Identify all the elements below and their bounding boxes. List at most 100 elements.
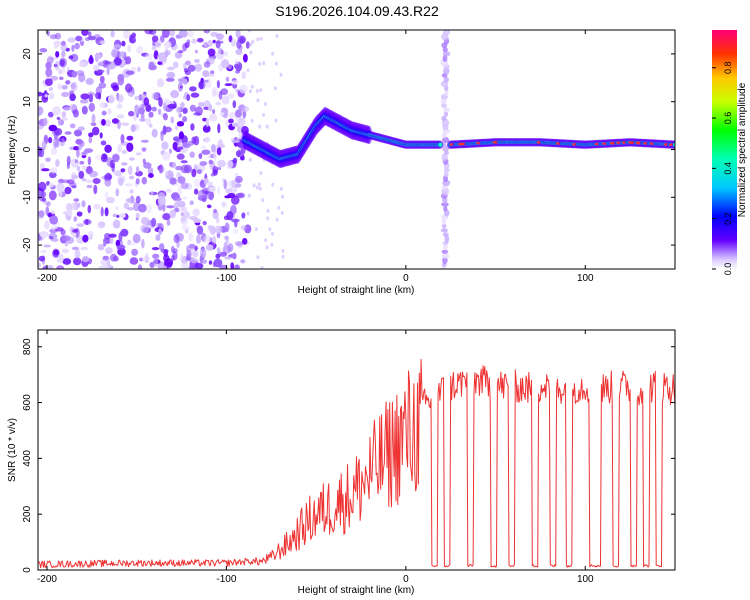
stripe-blob <box>444 89 449 96</box>
noise-blob <box>177 82 183 92</box>
noise-blob <box>266 216 270 221</box>
noise-blob <box>229 185 238 194</box>
y-tick-label: 400 <box>22 450 33 467</box>
noise-blob <box>178 78 182 83</box>
y-tick-label: 10 <box>22 96 33 108</box>
noise-blob <box>224 256 232 260</box>
x-tick-label: 0 <box>403 273 409 284</box>
noise-blob <box>64 242 69 247</box>
noise-blob <box>69 182 77 187</box>
noise-blob <box>217 47 223 55</box>
noise-blob <box>131 248 139 256</box>
noise-blob <box>231 218 240 223</box>
noise-blob <box>97 221 106 229</box>
noise-blob <box>85 218 89 226</box>
noise-blob <box>224 83 233 87</box>
noise-blob <box>112 213 118 218</box>
noise-blob <box>227 243 234 252</box>
noise-blob <box>160 131 164 142</box>
noise-blob <box>172 61 179 69</box>
noise-blob <box>178 113 182 118</box>
noise-blob <box>271 182 275 187</box>
noise-blob <box>120 134 125 144</box>
noise-blob <box>281 194 284 199</box>
noise-blob <box>167 66 175 71</box>
noise-blob <box>270 242 274 247</box>
noise-blob <box>110 30 115 38</box>
noise-blob <box>210 173 215 177</box>
noise-blob <box>186 39 191 45</box>
noise-blob <box>106 257 110 267</box>
noise-blob <box>121 162 128 166</box>
noise-blob <box>159 243 165 251</box>
noise-blob <box>116 114 125 119</box>
noise-blob <box>170 116 175 124</box>
noise-blob <box>100 140 107 146</box>
stripe-blob <box>441 185 448 190</box>
noise-blob <box>208 260 213 265</box>
noise-blob <box>72 232 77 238</box>
noise-blob <box>252 183 256 188</box>
noise-blob <box>100 206 104 217</box>
noise-blob <box>212 165 219 175</box>
noise-blob <box>109 237 114 245</box>
noise-blob <box>112 219 121 229</box>
noise-blob <box>53 40 62 47</box>
noise-blob <box>189 200 194 206</box>
noise-blob <box>139 118 146 122</box>
noise-blob <box>39 231 49 238</box>
noise-blob <box>126 207 134 211</box>
noise-blob <box>57 253 64 263</box>
noise-blob <box>59 57 67 68</box>
stripe-blob <box>443 175 448 183</box>
colorbar-label: Normalized spectral amplitude <box>737 82 748 217</box>
noise-blob <box>169 161 176 168</box>
noise-blob <box>82 234 89 243</box>
noise-blob <box>151 45 157 51</box>
noise-blob <box>45 157 51 162</box>
noise-blob <box>172 136 181 142</box>
y-tick-label: 200 <box>22 505 33 522</box>
noise-blob <box>143 162 152 169</box>
noise-blob <box>38 124 44 130</box>
noise-blob <box>219 251 227 257</box>
stripe-blob <box>440 228 448 233</box>
noise-blob <box>57 138 64 143</box>
noise-blob <box>150 190 154 196</box>
stripe-blob <box>441 132 447 139</box>
noise-blob <box>205 244 214 251</box>
noise-blob <box>52 106 61 116</box>
noise-blob <box>231 139 240 143</box>
noise-blob <box>240 225 247 231</box>
noise-blob <box>38 210 45 218</box>
noise-blob <box>279 72 283 77</box>
noise-blob <box>123 202 130 210</box>
noise-blob <box>216 33 224 40</box>
noise-blob <box>225 188 232 194</box>
noise-blob <box>50 225 58 230</box>
stripe-blob <box>443 206 448 212</box>
noise-blob <box>230 204 237 215</box>
noise-blob <box>104 144 112 153</box>
noise-blob <box>192 218 202 223</box>
noise-blob <box>248 30 251 33</box>
noise-blob <box>50 209 55 215</box>
noise-blob <box>196 37 204 43</box>
stripe-blob <box>443 167 450 173</box>
noise-blob <box>107 174 113 180</box>
noise-blob <box>137 66 141 72</box>
noise-blob <box>134 95 139 101</box>
noise-blob <box>163 113 168 121</box>
noise-blob <box>62 258 72 265</box>
noise-blob <box>134 104 139 114</box>
noise-blob <box>180 212 184 217</box>
noise-blob <box>106 196 115 204</box>
noise-blob <box>119 213 126 219</box>
noise-blob <box>221 201 227 208</box>
noise-blob <box>178 131 184 140</box>
noise-blob <box>38 106 44 116</box>
noise-blob <box>198 102 205 107</box>
noise-blob <box>274 61 278 66</box>
noise-blob <box>168 148 173 154</box>
noise-blob <box>264 102 267 106</box>
